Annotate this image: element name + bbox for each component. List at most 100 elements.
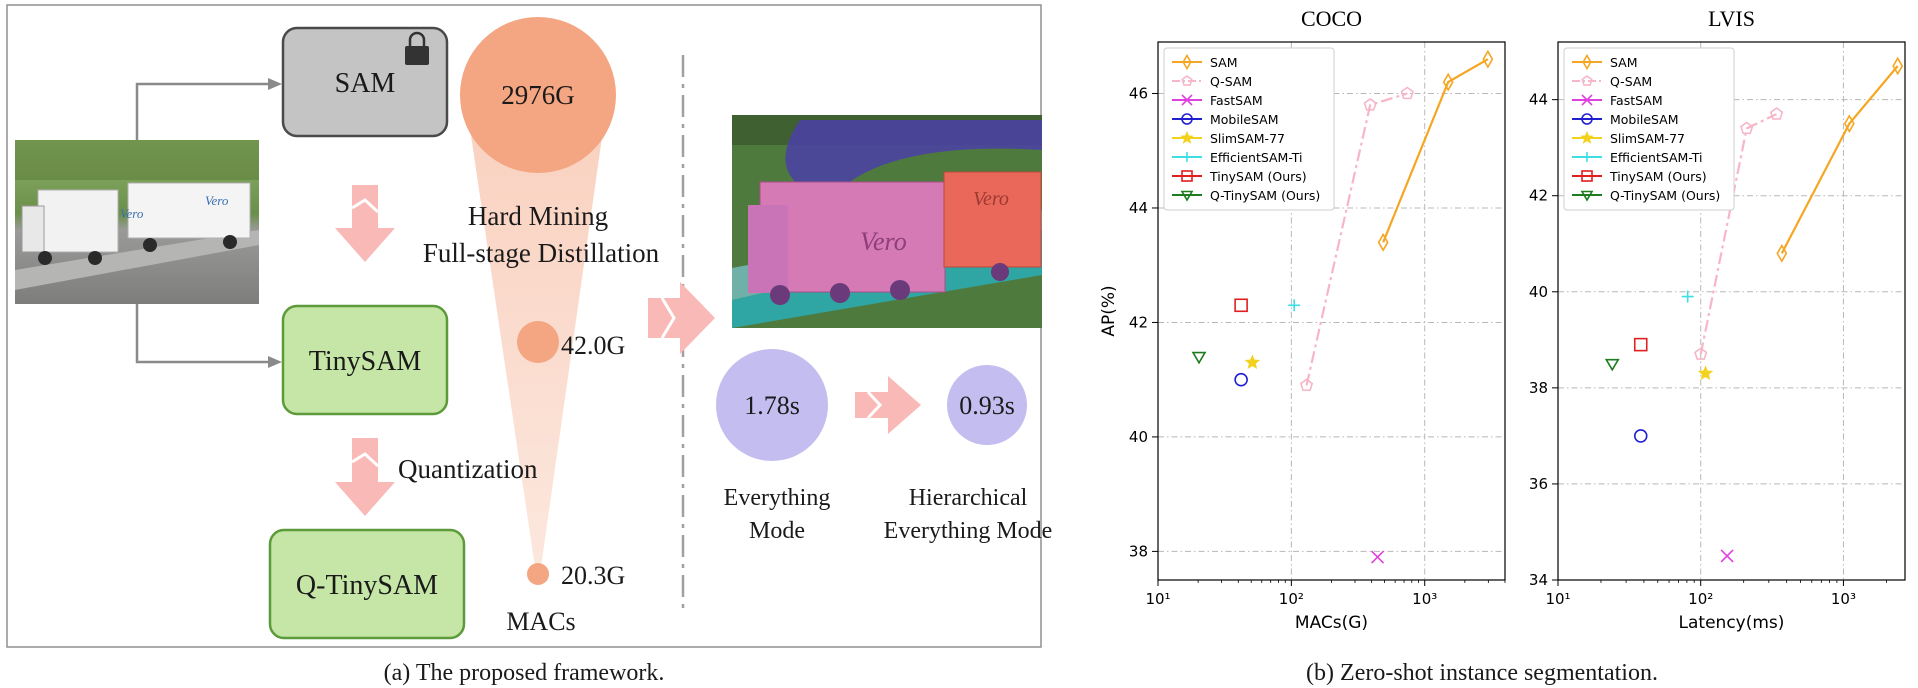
sam-label: SAM (335, 68, 396, 99)
coco-legend-label-fastsam: FastSAM (1210, 93, 1263, 108)
coco-point-efficientsam-ti (1288, 299, 1301, 312)
lvis-legend-label-sam: SAM (1610, 55, 1638, 70)
lvis-y-tick-label: 42 (1529, 187, 1548, 205)
sam-box: SAM (281, 26, 449, 138)
lvis-y-tick-label: 40 (1529, 283, 1548, 301)
lvis-legend-marker-slimsam-77 (1580, 130, 1594, 144)
lvis-legend-marker-efficientsam-ti (1582, 152, 1592, 162)
macs-circle-tinysam: 42.0G (517, 321, 625, 363)
macs-tinysam-value: 42.0G (561, 331, 625, 360)
lvis-legend-marker-tinysam-ours (1581, 170, 1593, 182)
coco-legend-marker-slimsam-77 (1180, 130, 1194, 144)
lvis-line-sam (1780, 65, 1899, 254)
coco-series-efficientsam-ti (1288, 299, 1301, 312)
coco-legend-label-q-tinysam-ours: Q-TinySAM (Ours) (1210, 188, 1320, 203)
coco-x-tick-label: 10¹ (1145, 590, 1170, 608)
lvis-x-tick-label: 10¹ (1545, 590, 1570, 608)
coco-legend-marker-fastsam (1181, 94, 1193, 106)
lvis-point-sam (1776, 243, 1788, 263)
input-photo: Vero Vero (15, 140, 259, 304)
lvis-series-efficientsam-ti (1681, 290, 1694, 303)
coco-series-tinysam-ours (1234, 298, 1248, 313)
lvis-x-label: Latency(ms) (1679, 613, 1785, 633)
lvis-point-q-sam (1740, 121, 1754, 135)
lvis-point-q-tinysam-ours (1604, 358, 1620, 372)
hierarchical-mode-label-2: Everything Mode (884, 518, 1053, 544)
lvis-y-tick-label: 34 (1529, 571, 1548, 589)
lock-icon (405, 31, 429, 65)
qtinysam-label: Q-TinySAM (296, 570, 438, 601)
lvis-point-sam (1843, 114, 1855, 134)
coco-legend-marker-mobilesam (1181, 113, 1193, 125)
coco-y-tick-label: 40 (1129, 428, 1148, 446)
lvis-point-fastsam (1720, 549, 1734, 563)
coco-point-sam (1482, 49, 1494, 69)
lvis-legend-label-q-sam: Q-SAM (1610, 74, 1652, 89)
lvis-y-tick-label: 36 (1529, 475, 1548, 493)
coco-legend-label-q-sam: Q-SAM (1210, 74, 1252, 89)
coco-y-label: AP(%) (1099, 285, 1119, 336)
lvis-y-tick-label: 38 (1529, 379, 1548, 397)
everything-mode-label-1: Everything (724, 485, 831, 511)
lvis-legend-label-q-tinysam-ours: Q-TinySAM (Ours) (1610, 188, 1720, 203)
lvis-line-q-sam (1699, 113, 1778, 355)
lvis-point-tinysam-ours (1633, 337, 1648, 352)
truck-lettering-right: Vero (205, 193, 229, 208)
segmentation-output-image: Vero Vero (732, 115, 1042, 328)
lvis-series-slimsam-77 (1697, 365, 1714, 380)
seg-truck-lettering-right: Vero (973, 188, 1009, 210)
coco-legend-marker-tinysam-ours (1181, 170, 1193, 182)
input-connectors (135, 82, 270, 364)
coco-line-sam (1382, 58, 1489, 243)
lvis-legend: SAM Q-SAM FastSAM MobileSAM SlimSAM-77 Effici… (1563, 47, 1735, 211)
coco-y-tick-label: 46 (1129, 85, 1148, 103)
coco-x-label: MACs(G) (1295, 613, 1368, 633)
hierarchical-time: 0.93s (959, 391, 1015, 420)
coco-point-tinysam-ours (1234, 298, 1248, 313)
coco-legend-box (1163, 47, 1335, 211)
lvis-series-tinysam-ours (1633, 337, 1648, 352)
coco-series-slimsam-77 (1244, 354, 1261, 370)
lvis-title: LVIS (1708, 6, 1755, 31)
macs-sam-value: 2976G (501, 80, 575, 110)
lvis-legend-marker-mobilesam (1581, 113, 1593, 125)
chart-coco: 10¹ 10² 10³ 38 40 42 44 46 COCO MACs(G) AP(%) SAM Q-… (1099, 6, 1506, 633)
coco-legend-label-efficientsam-ti: EfficientSAM-Ti (1210, 150, 1302, 165)
lvis-point-q-sam (1769, 107, 1784, 120)
lvis-axes-frame (1557, 41, 1906, 581)
coco-x-tick-label: 10³ (1412, 590, 1437, 608)
lvis-point-mobilesam (1633, 429, 1648, 443)
arrow-to-segmentation (648, 282, 715, 354)
coco-point-q-sam (1363, 97, 1377, 111)
seg-truck-lettering-left: Vero (860, 227, 907, 256)
lvis-legend-label-fastsam: FastSAM (1610, 93, 1663, 108)
quant-label: Quantization (398, 454, 538, 484)
everything-mode-label-2: Mode (749, 518, 805, 544)
distill-arrow (335, 185, 395, 262)
lvis-x-tick-label: 10³ (1831, 590, 1856, 608)
coco-point-q-tinysam-ours (1191, 351, 1207, 365)
lvis-legend-label-efficientsam-ti: EfficientSAM-Ti (1610, 150, 1702, 165)
everything-mode-circle: 1.78s (716, 349, 828, 461)
lvis-legend-marker-q-tinysam-ours (1580, 190, 1594, 202)
lvis-legend-box (1563, 47, 1735, 211)
distill-line-2: Full-stage Distillation (423, 238, 660, 268)
coco-legend-marker-q-tinysam-ours (1180, 190, 1194, 202)
coco-line-q-sam (1305, 92, 1408, 386)
coco-legend: SAM Q-SAM FastSAM MobileSAM SlimSAM-77 Effici… (1163, 47, 1335, 211)
coco-series-fastsam (1370, 550, 1385, 564)
macs-circle-qtinysam: 20.3G (527, 561, 625, 590)
coco-point-sam (1442, 72, 1454, 92)
coco-legend-marker-efficientsam-ti (1182, 152, 1192, 162)
lvis-point-efficientsam-ti (1681, 290, 1694, 303)
coco-legend-label-tinysam-ours: TinySAM (Ours) (1209, 169, 1307, 184)
lvis-legend-marker-q-sam (1581, 75, 1593, 86)
lvis-series-fastsam (1720, 549, 1734, 563)
coco-series-sam (1377, 49, 1494, 252)
coco-y-tick-label: 44 (1129, 199, 1148, 217)
mode-arrow (855, 376, 921, 434)
lvis-legend-label-mobilesam: MobileSAM (1610, 112, 1679, 127)
macs-qtinysam-value: 20.3G (561, 561, 625, 590)
macs-title: MACs (506, 607, 575, 636)
